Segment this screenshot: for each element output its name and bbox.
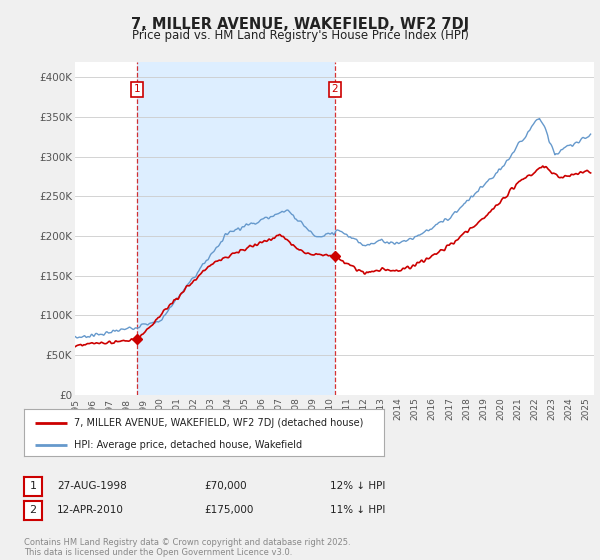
- Text: HPI: Average price, detached house, Wakefield: HPI: Average price, detached house, Wake…: [74, 440, 302, 450]
- Text: 2: 2: [332, 85, 338, 95]
- Text: £175,000: £175,000: [204, 505, 253, 515]
- Text: Contains HM Land Registry data © Crown copyright and database right 2025.
This d: Contains HM Land Registry data © Crown c…: [24, 538, 350, 557]
- Text: 12-APR-2010: 12-APR-2010: [57, 505, 124, 515]
- Text: 1: 1: [134, 85, 140, 95]
- Text: 12% ↓ HPI: 12% ↓ HPI: [330, 481, 385, 491]
- Bar: [137, 62, 335, 395]
- Text: £70,000: £70,000: [204, 481, 247, 491]
- Text: Price paid vs. HM Land Registry's House Price Index (HPI): Price paid vs. HM Land Registry's House …: [131, 29, 469, 42]
- Text: 2: 2: [29, 505, 37, 515]
- Text: 27-AUG-1998: 27-AUG-1998: [57, 481, 127, 491]
- Text: 1: 1: [29, 481, 37, 491]
- Text: 7, MILLER AVENUE, WAKEFIELD, WF2 7DJ: 7, MILLER AVENUE, WAKEFIELD, WF2 7DJ: [131, 17, 469, 32]
- Text: 11% ↓ HPI: 11% ↓ HPI: [330, 505, 385, 515]
- Text: 7, MILLER AVENUE, WAKEFIELD, WF2 7DJ (detached house): 7, MILLER AVENUE, WAKEFIELD, WF2 7DJ (de…: [74, 418, 364, 428]
